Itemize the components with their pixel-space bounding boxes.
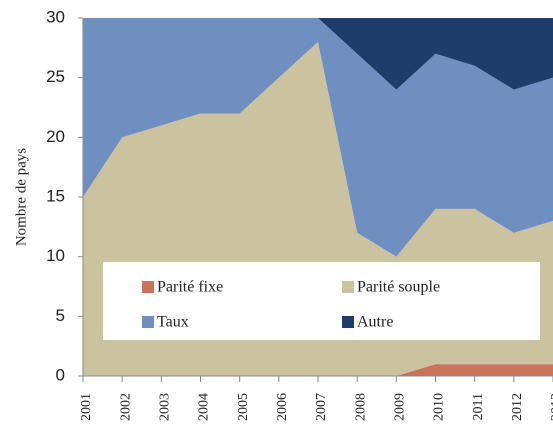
y-tick-label: 20	[46, 127, 65, 146]
legend-box	[103, 262, 540, 340]
x-tick-label: 2008	[353, 393, 368, 421]
y-tick-label: 15	[46, 186, 65, 205]
area	[83, 18, 553, 90]
y-tick-label: 30	[46, 7, 65, 26]
x-tick-label: 2013	[549, 393, 553, 421]
legend-label: Autre	[357, 314, 393, 331]
x-tick-label: 2005	[236, 393, 251, 421]
legend-swatch	[142, 281, 154, 293]
y-tick-label: 10	[46, 246, 65, 265]
x-tick-label: 2012	[510, 393, 525, 421]
area	[83, 364, 553, 376]
area	[83, 18, 553, 257]
x-tick-label: 2002	[118, 393, 133, 421]
y-tick-label: 5	[56, 306, 65, 325]
x-tick-label: 2003	[158, 393, 173, 421]
x-tick-label: 2004	[197, 393, 212, 421]
x-tick-label: 2006	[275, 393, 290, 421]
legend-swatch	[342, 316, 354, 328]
legend-label: Parité fixe	[157, 279, 223, 296]
legend-swatch	[142, 316, 154, 328]
legend-label: Taux	[157, 314, 189, 331]
y-axis-label: Nombre de pays	[13, 148, 29, 246]
legend-label: Parité souple	[357, 279, 440, 296]
x-tick-label: 2001	[79, 393, 94, 421]
y-tick-label: 0	[56, 365, 65, 384]
x-tick-label: 2011	[471, 393, 486, 420]
x-tick-label: 2007	[314, 393, 329, 421]
legend-swatch	[342, 281, 354, 293]
x-tick-label: 2010	[432, 393, 447, 421]
y-tick-label: 25	[46, 67, 65, 86]
x-tick-label: 2009	[393, 393, 408, 421]
